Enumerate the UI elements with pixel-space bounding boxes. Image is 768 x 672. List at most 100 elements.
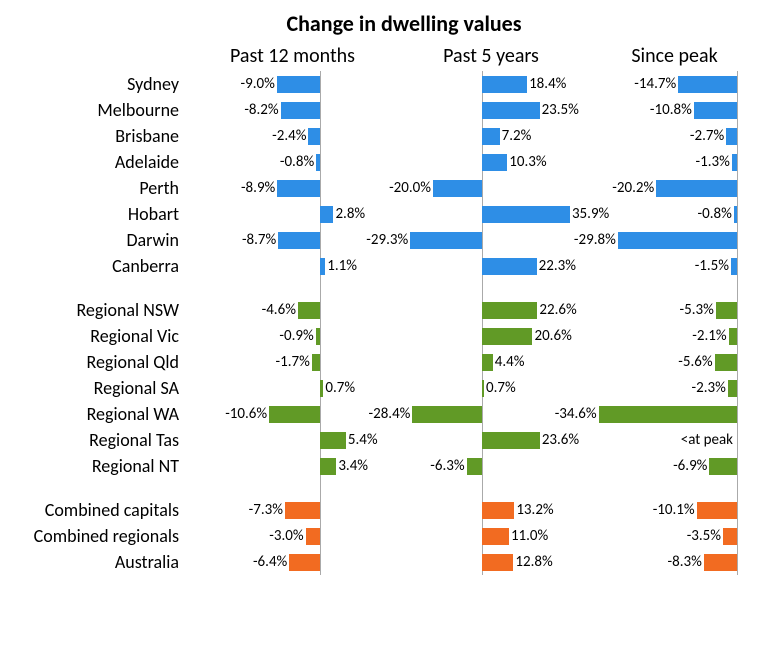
bar-row: 35.9% bbox=[400, 201, 582, 227]
bar-value: 23.6% bbox=[542, 427, 579, 453]
bar-row: -34.6% bbox=[582, 401, 767, 427]
bar bbox=[277, 76, 320, 93]
labels-spacer bbox=[0, 41, 185, 71]
bar-value: 22.3% bbox=[539, 253, 576, 279]
bar-value: 13.2% bbox=[516, 497, 553, 523]
bar-value: 18.4% bbox=[529, 71, 566, 97]
bar-row: -3.0% bbox=[185, 523, 400, 549]
bar-value: 20.6% bbox=[534, 323, 571, 349]
bar-row: -6.3% bbox=[400, 453, 582, 479]
bar-row: 2.8% bbox=[185, 201, 400, 227]
bar bbox=[482, 302, 537, 319]
panel-header: Past 5 years bbox=[400, 41, 582, 71]
bar-value: -0.9% bbox=[279, 323, 313, 349]
row-label: Regional NSW bbox=[0, 297, 185, 323]
bar-row: -10.1% bbox=[582, 497, 767, 523]
bar-row: -29.3% bbox=[400, 227, 582, 253]
row-label: Darwin bbox=[0, 227, 185, 253]
row-label: Australia bbox=[0, 549, 185, 575]
bar-row: -5.3% bbox=[582, 297, 767, 323]
bar-value: -34.6% bbox=[555, 401, 597, 427]
bar-row: 3.4% bbox=[185, 453, 400, 479]
bar bbox=[410, 232, 482, 249]
bar bbox=[281, 102, 320, 119]
bar-row: -20.2% bbox=[582, 175, 767, 201]
bar-value: -5.3% bbox=[680, 297, 714, 323]
bar-row: -14.7% bbox=[582, 71, 767, 97]
bar-row: 18.4% bbox=[400, 71, 582, 97]
bar bbox=[482, 502, 514, 519]
bar-row: 20.6% bbox=[400, 323, 582, 349]
bar bbox=[728, 380, 737, 397]
bar-row: -3.5% bbox=[582, 523, 767, 549]
bar-value: -10.8% bbox=[650, 97, 692, 123]
bar-value: 12.8% bbox=[515, 549, 552, 575]
bar-value-text: <at peak bbox=[681, 427, 733, 453]
bar bbox=[278, 232, 320, 249]
bar bbox=[731, 258, 737, 275]
bar bbox=[482, 528, 509, 545]
bar-row: 10.3% bbox=[400, 149, 582, 175]
bar-row: 23.5% bbox=[400, 97, 582, 123]
bar bbox=[312, 354, 320, 371]
bar bbox=[732, 154, 737, 171]
bar-row: -1.3% bbox=[582, 149, 767, 175]
bar bbox=[482, 102, 540, 119]
bar bbox=[308, 128, 320, 145]
bar bbox=[277, 180, 320, 197]
bar bbox=[412, 406, 482, 423]
bar bbox=[697, 502, 737, 519]
bar-value: -10.6% bbox=[225, 401, 267, 427]
bar-row: -7.3% bbox=[185, 497, 400, 523]
bar bbox=[482, 328, 532, 345]
bar bbox=[482, 554, 513, 571]
bar-value: -7.3% bbox=[249, 497, 283, 523]
bar-value: 10.3% bbox=[509, 149, 546, 175]
bar bbox=[694, 102, 737, 119]
row-label: Combined regionals bbox=[0, 523, 185, 549]
bar bbox=[320, 380, 323, 397]
bar-value: -20.0% bbox=[389, 175, 431, 201]
bar bbox=[320, 258, 325, 275]
bar-value: -1.5% bbox=[695, 253, 729, 279]
bar-value: 2.8% bbox=[335, 201, 365, 227]
bar-value: -20.2% bbox=[612, 175, 654, 201]
bar-row: 0.7% bbox=[400, 375, 582, 401]
bar-row: -2.1% bbox=[582, 323, 767, 349]
bar-value: -29.3% bbox=[366, 227, 408, 253]
bar bbox=[656, 180, 737, 197]
bar-value: -8.3% bbox=[668, 549, 702, 575]
bar bbox=[599, 406, 737, 423]
panel-header: Past 12 months bbox=[185, 41, 400, 71]
bar bbox=[320, 206, 333, 223]
row-label: Combined capitals bbox=[0, 497, 185, 523]
bar bbox=[726, 128, 737, 145]
bar-value: -6.9% bbox=[673, 453, 707, 479]
row-label: Perth bbox=[0, 175, 185, 201]
bar-row: 4.4% bbox=[400, 349, 582, 375]
bar-value: 11.0% bbox=[511, 523, 548, 549]
row-label: Brisbane bbox=[0, 123, 185, 149]
bar-row: 5.4% bbox=[185, 427, 400, 453]
bar bbox=[723, 528, 737, 545]
bar-value: -0.8% bbox=[698, 201, 732, 227]
bar-row: 1.1% bbox=[185, 253, 400, 279]
bar bbox=[467, 458, 482, 475]
row-label: Sydney bbox=[0, 71, 185, 97]
bar-row: -0.9% bbox=[185, 323, 400, 349]
bar-value: -28.4% bbox=[369, 401, 411, 427]
bar-value: 0.7% bbox=[325, 375, 355, 401]
bar-row: -1.5% bbox=[582, 253, 767, 279]
bar bbox=[289, 554, 320, 571]
bar bbox=[298, 302, 320, 319]
bar-row: 13.2% bbox=[400, 497, 582, 523]
bar-value: -5.6% bbox=[678, 349, 712, 375]
bar-value: -3.0% bbox=[269, 523, 303, 549]
bar-value: -2.4% bbox=[272, 123, 306, 149]
bar bbox=[482, 354, 493, 371]
panel-header: Since peak bbox=[582, 41, 767, 71]
labels-column: SydneyMelbourneBrisbaneAdelaidePerthHoba… bbox=[0, 41, 185, 575]
bar bbox=[482, 128, 500, 145]
row-label: Regional Tas bbox=[0, 427, 185, 453]
bar bbox=[704, 554, 737, 571]
